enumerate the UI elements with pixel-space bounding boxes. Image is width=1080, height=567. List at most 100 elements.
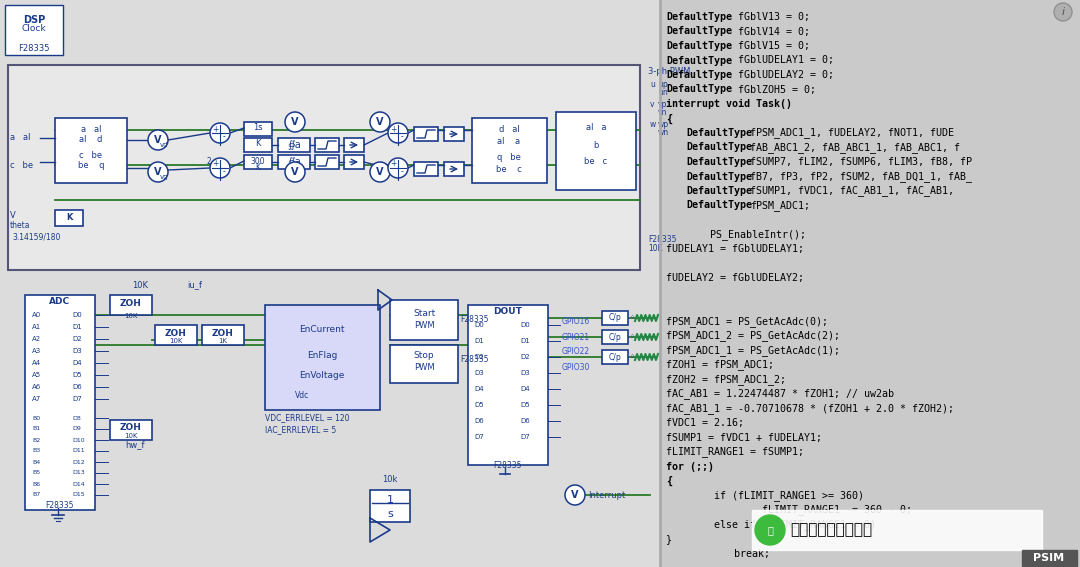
Circle shape (1054, 3, 1072, 21)
Text: GPIO30: GPIO30 (562, 363, 591, 373)
Bar (444, 162, 464, 176)
Text: fZOH1 = fPSM_ADC1;: fZOH1 = fPSM_ADC1; (666, 359, 774, 370)
Text: DefaultType: DefaultType (666, 84, 732, 95)
Text: -: - (222, 133, 226, 142)
Text: fUDELAY1 = fGblUDELAY1;: fUDELAY1 = fGblUDELAY1; (666, 244, 804, 254)
Text: +: + (212, 125, 218, 133)
Text: Clock: Clock (22, 24, 46, 33)
Text: D6: D6 (519, 418, 530, 424)
Text: B5: B5 (32, 471, 40, 476)
Circle shape (210, 123, 230, 143)
Text: A7: A7 (32, 396, 41, 402)
Text: F28335: F28335 (18, 44, 50, 53)
Text: +: + (212, 159, 218, 168)
Text: IAC_ERRLEVEL = 5: IAC_ERRLEVEL = 5 (265, 425, 336, 434)
Text: fZOH2 = fPSM_ADC1_2;: fZOH2 = fPSM_ADC1_2; (666, 374, 786, 385)
Bar (55, 118, 127, 183)
Text: B2: B2 (32, 438, 40, 442)
Text: 3-ph PWM: 3-ph PWM (648, 67, 690, 76)
Text: ADC: ADC (50, 298, 70, 307)
Text: B1: B1 (32, 426, 40, 431)
Text: fSUMP7, fLIM2, fSUMP6, fLIM3, fB8, fP: fSUMP7, fLIM2, fSUMP6, fLIM3, fB8, fP (750, 157, 972, 167)
Bar (468, 305, 548, 465)
Text: 10K: 10K (132, 281, 148, 290)
Text: ∯a: ∯a (287, 140, 301, 150)
Bar (390, 300, 458, 340)
Text: D7: D7 (72, 396, 82, 402)
Text: D3: D3 (72, 348, 82, 354)
Circle shape (148, 162, 168, 182)
Text: al    d: al d (79, 136, 103, 145)
Text: fGblV15 = 0;: fGblV15 = 0; (738, 41, 810, 51)
Text: D7: D7 (519, 434, 530, 440)
Text: EnFlag: EnFlag (307, 350, 337, 359)
Text: PWM: PWM (414, 362, 434, 371)
Text: ◦: ◦ (630, 332, 635, 341)
Bar (556, 112, 636, 190)
Bar (370, 490, 410, 522)
Text: fPSM_ADC1 = PS_GetAcAdc(0);: fPSM_ADC1 = PS_GetAcAdc(0); (666, 316, 828, 327)
Bar (55, 210, 83, 226)
Circle shape (565, 485, 585, 505)
Bar (345, 138, 364, 152)
Circle shape (285, 162, 305, 182)
Text: fGblV13 = 0;: fGblV13 = 0; (738, 12, 810, 22)
Text: 1: 1 (387, 495, 393, 505)
Text: A2: A2 (32, 336, 41, 342)
Text: D0: D0 (519, 322, 530, 328)
Text: theta: theta (10, 221, 30, 230)
Bar (265, 305, 380, 410)
Bar (472, 118, 546, 183)
Circle shape (210, 158, 230, 178)
Text: for (;;): for (;;) (666, 462, 714, 472)
Text: D5: D5 (72, 372, 82, 378)
Bar (278, 138, 310, 152)
Bar (444, 127, 464, 141)
Text: vd: vd (160, 142, 168, 148)
Text: A6: A6 (32, 384, 41, 390)
Text: DefaultType: DefaultType (686, 142, 752, 153)
Text: C/p: C/p (609, 353, 621, 362)
Text: DefaultType: DefaultType (666, 70, 732, 80)
Text: V: V (376, 167, 383, 177)
Text: ◦: ◦ (630, 314, 635, 323)
Circle shape (755, 515, 785, 545)
Text: D15: D15 (72, 493, 84, 497)
Bar (390, 345, 458, 383)
Text: if (fLIMIT_RANGE1 >= 360): if (fLIMIT_RANGE1 >= 360) (666, 490, 864, 501)
Text: D12: D12 (72, 459, 84, 464)
Text: fUDELAY2 = fGblUDELAY2;: fUDELAY2 = fGblUDELAY2; (666, 273, 804, 283)
Text: 10K: 10K (124, 433, 138, 439)
Bar (5, 5, 63, 55)
Text: A3: A3 (32, 348, 41, 354)
Text: F28335: F28335 (648, 235, 676, 244)
Text: 微: 微 (767, 525, 773, 535)
Circle shape (285, 112, 305, 132)
Text: iu_f: iu_f (188, 281, 203, 290)
Text: v: v (650, 100, 654, 109)
Text: PS_EnableIntr();: PS_EnableIntr(); (686, 229, 806, 240)
Text: un: un (658, 88, 667, 97)
Text: u: u (650, 80, 654, 89)
Text: D2: D2 (72, 336, 82, 342)
Bar (661, 0, 1080, 567)
Text: ZOH: ZOH (165, 328, 187, 337)
Text: D5: D5 (519, 402, 529, 408)
Text: 10K: 10K (648, 244, 663, 253)
Text: b: b (593, 141, 598, 150)
Bar (25, 295, 95, 510)
Text: A5: A5 (32, 372, 41, 378)
Text: DefaultType: DefaultType (686, 157, 752, 167)
Bar (0, 0, 660, 567)
Bar (602, 330, 627, 344)
Text: break;: break; (686, 548, 770, 558)
Text: D4: D4 (474, 386, 484, 392)
Text: +: + (390, 125, 396, 133)
Text: fLIMIT_RANGE1 = fSUMP1;: fLIMIT_RANGE1 = fSUMP1; (666, 447, 804, 458)
Text: V: V (154, 135, 162, 145)
Bar (602, 311, 627, 325)
Text: F28335: F28335 (45, 501, 75, 510)
Text: -: - (401, 133, 403, 142)
Text: PWM: PWM (414, 320, 434, 329)
Text: EnVoltage: EnVoltage (299, 370, 345, 379)
